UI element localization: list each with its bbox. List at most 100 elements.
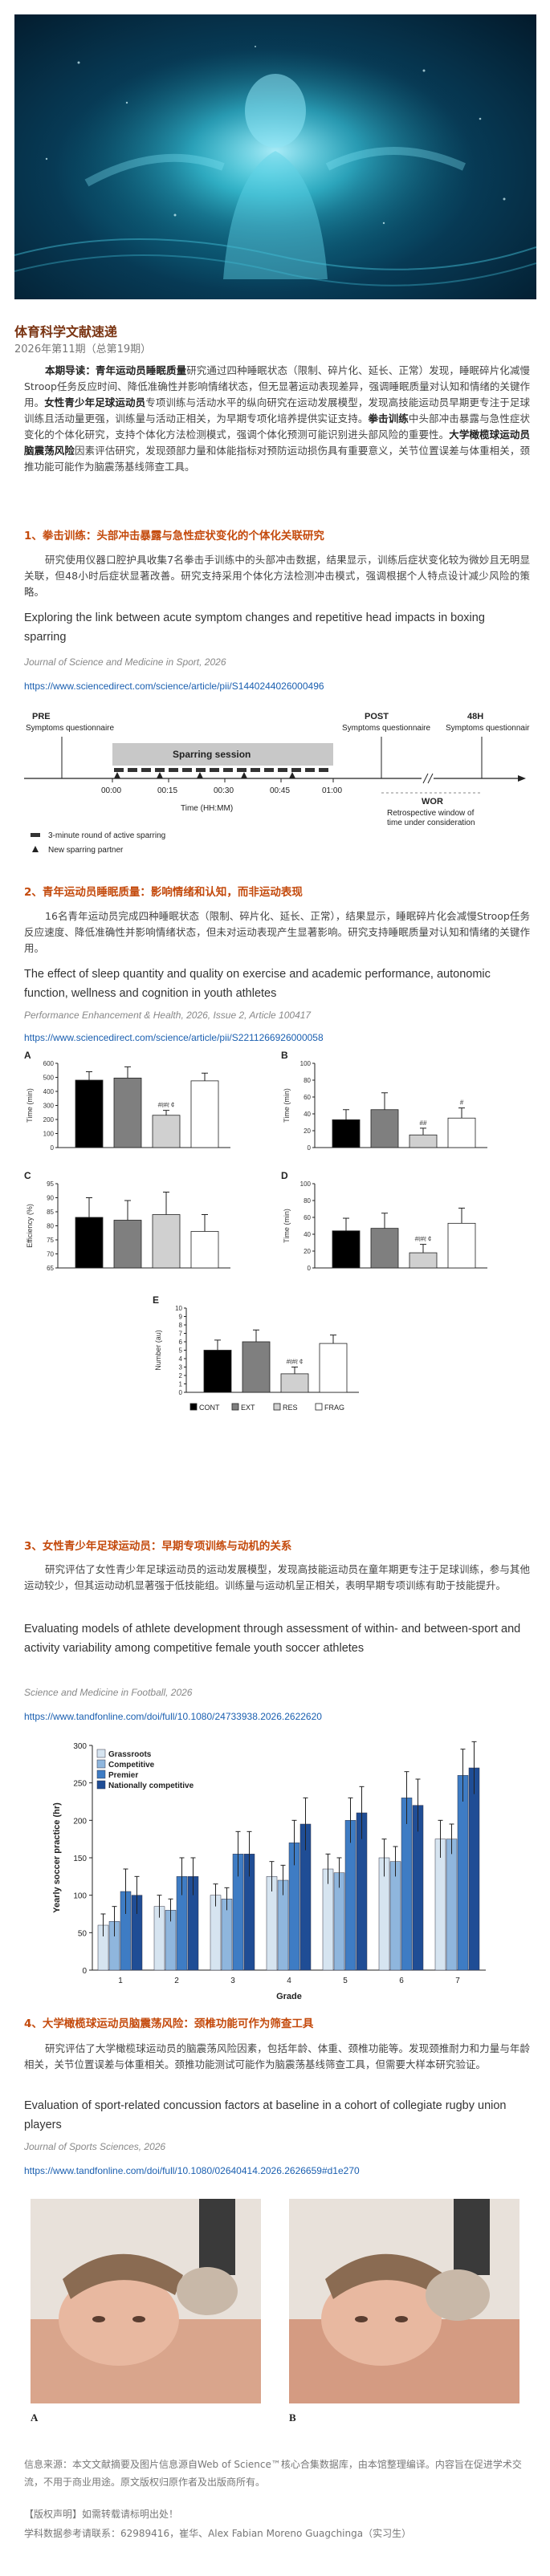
x-axis-label: Grade xyxy=(276,1992,302,2001)
section-1-body: 研究使用仪器口腔护具收集7名拳击手训练中的头部冲击数据，结果显示，训练后症状变化… xyxy=(24,554,530,598)
y-tick-label: 85 xyxy=(47,1209,54,1216)
y-tick-label: 80 xyxy=(47,1223,54,1230)
y-tick-label: 60 xyxy=(304,1094,311,1101)
bar-frag xyxy=(190,1080,219,1148)
y-axis-label: Time (min) xyxy=(283,1209,291,1243)
panel-letter: C xyxy=(24,1170,31,1181)
legend-partner-label: New sparring partner xyxy=(48,846,124,855)
bar-series-1 xyxy=(389,1861,401,1971)
bar-series-1 xyxy=(446,1839,458,1971)
legend-swatch xyxy=(189,1403,198,1411)
timeline-tick-label: 00:15 xyxy=(157,786,177,795)
y-tick-label: 5 xyxy=(179,1347,183,1355)
bar-res xyxy=(152,1115,181,1148)
legend-partner-swatch xyxy=(32,846,39,852)
significance-marker: #ℓ#ℓ ¢ xyxy=(415,1236,432,1243)
bar-series-3 xyxy=(468,1767,480,1971)
y-tick-label: 6 xyxy=(179,1339,183,1346)
section-3-doi-link[interactable]: https://www.tandfonline.com/doi/full/10.… xyxy=(24,1711,322,1722)
y-tick-label: 20 xyxy=(304,1248,311,1255)
y-tick-label: 0 xyxy=(179,1389,183,1396)
y-tick-label: 2 xyxy=(179,1372,183,1379)
significance-marker: # xyxy=(460,1099,464,1107)
intro-text-1: 研究通过四种睡眠状态（限制、碎片化、延长、正常）发现，睡眠碎片化减慢Stroop… xyxy=(24,364,530,408)
sparring-timeline-figure: PRE Symptoms questionnaire POST Symptoms… xyxy=(24,705,534,865)
soccer-practice-chart: 0 50 100 150 200 250 300 Yearly soccer practice… xyxy=(48,1733,498,2006)
bar-res xyxy=(409,1134,438,1148)
sparring-round-mark xyxy=(319,768,328,772)
section-4-body: 研究评估了大学橄榄球运动员的脑震荡风险因素，包括年龄、体重、颈椎功能等。发现颈推… xyxy=(24,2042,530,2070)
legend-swatch xyxy=(96,1780,106,1790)
y-tick-label: 0 xyxy=(308,1265,312,1272)
y-tick-label: 300 xyxy=(73,1742,87,1751)
sparring-round-mark xyxy=(182,768,192,772)
x-tick-label: 2 xyxy=(174,1977,179,1985)
bar-res xyxy=(152,1214,181,1269)
photo-a-label: A xyxy=(31,2411,39,2424)
bar-cont xyxy=(75,1217,104,1269)
y-tick-label: 7 xyxy=(179,1331,183,1338)
timeline-tick-label: 00:30 xyxy=(214,786,234,795)
y-tick-label: 100 xyxy=(300,1180,312,1188)
neck-test-photo-b xyxy=(289,2199,519,2403)
y-tick-label: 200 xyxy=(73,1817,87,1826)
y-tick-label: 10 xyxy=(175,1305,182,1312)
timeline-tick-label: 01:00 xyxy=(322,786,342,795)
new-partner-mark xyxy=(114,772,120,778)
x-tick-label: 3 xyxy=(230,1977,235,1985)
y-tick-label: 0 xyxy=(308,1144,312,1152)
y-tick-label: 100 xyxy=(300,1060,312,1067)
bar-panel-a: A 0 100 200 300 400 500 600 Time (min) #ℓ#ℓ ¢ xyxy=(24,1050,230,1152)
new-partner-mark xyxy=(197,772,203,778)
y-tick-label: 95 xyxy=(47,1180,54,1188)
sparring-round-mark xyxy=(155,768,165,772)
legend-swatch xyxy=(96,1769,106,1779)
legend-label: CONT xyxy=(199,1404,220,1412)
y-axis-label: Time (min) xyxy=(283,1088,291,1123)
timeline-tick-label: 00:45 xyxy=(270,786,290,795)
sparring-round-mark xyxy=(210,768,219,772)
section-3-title: 3、女性青少年足球运动员：早期专项训练与动机的关系 xyxy=(24,1540,292,1553)
section-2-doi-link[interactable]: https://www.sciencedirect.com/science/ar… xyxy=(24,1032,324,1043)
y-tick-label: 65 xyxy=(47,1265,54,1272)
y-tick-label: 80 xyxy=(304,1077,311,1084)
session-box xyxy=(112,743,333,766)
time-axis-label: Time (HH:MM) xyxy=(181,804,233,813)
sparring-round-mark xyxy=(196,768,206,772)
intro-paragraph: 本期导读：青年运动员睡眠质量研究通过四种睡眠状态（限制、碎片化、延长、正常）发现… xyxy=(24,363,530,475)
significance-marker: #ℓ#ℓ ¢ xyxy=(287,1359,304,1366)
session-label: Sparring session xyxy=(173,749,251,760)
y-tick-label: 90 xyxy=(47,1195,54,1202)
x-tick-label: 4 xyxy=(287,1977,291,1985)
legend-swatch xyxy=(315,1403,323,1411)
section-1-journal: Journal of Science and Medicine in Sport… xyxy=(24,656,226,668)
y-tick-label: 75 xyxy=(47,1237,54,1244)
y-tick-label: 0 xyxy=(82,1967,87,1976)
panel-letter: D xyxy=(281,1170,288,1181)
intro-topic-3: 拳击训练 xyxy=(368,412,409,425)
y-tick-label: 100 xyxy=(43,1131,55,1138)
new-partner-mark xyxy=(157,772,163,778)
significance-marker: #ℓ#ℓ ¢ xyxy=(158,1102,175,1109)
y-axis-label: Efficiency (%) xyxy=(26,1204,34,1248)
sparring-round-mark xyxy=(251,768,260,772)
sparring-round-mark xyxy=(264,768,274,772)
wor-sub-2: time under consideration xyxy=(387,819,475,827)
section-4-doi-link[interactable]: https://www.tandfonline.com/doi/full/10.… xyxy=(24,2165,360,2176)
sparring-round-mark xyxy=(291,768,301,772)
legend-swatch xyxy=(96,1749,106,1758)
section-1-english-title: Exploring the link between acute symptom… xyxy=(24,611,485,644)
x-tick-label: 7 xyxy=(455,1977,460,1985)
footer-contact: 学科数据参考请联系：62989416，崔华、Alex Fabian Moreno… xyxy=(24,2528,412,2539)
panel-letter: E xyxy=(153,1294,159,1306)
bar-ext xyxy=(370,1109,399,1148)
bar-cont xyxy=(75,1079,104,1148)
magazine-title: 体育科学文献速递 xyxy=(14,324,118,339)
bar-res xyxy=(280,1373,309,1393)
panel-letter: B xyxy=(281,1050,288,1061)
section-1-doi-link[interactable]: https://www.sciencedirect.com/science/ar… xyxy=(24,681,324,692)
y-axis-label: Number (au) xyxy=(154,1330,162,1371)
legend-label: Nationally competitive xyxy=(108,1782,194,1790)
